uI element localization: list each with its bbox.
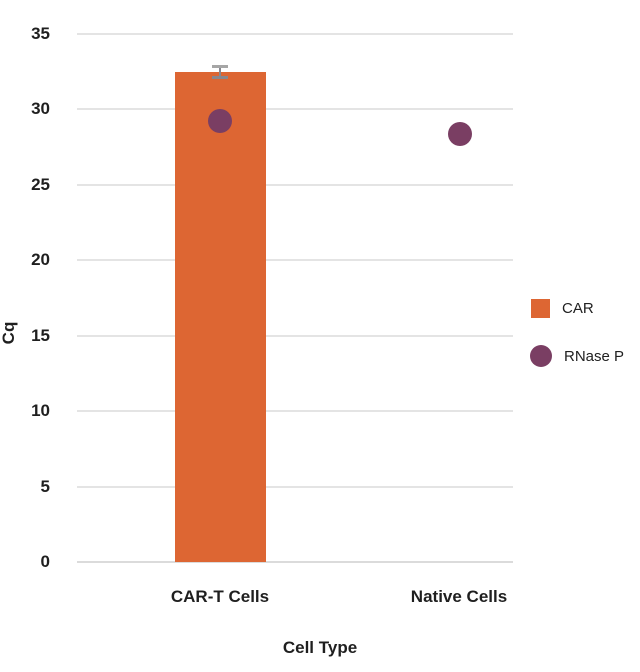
x-axis-title: Cell Type — [282, 638, 358, 657]
y-tick-label: 20 — [31, 250, 50, 270]
legend-label-car: CAR — [562, 300, 594, 317]
car-bar[interactable] — [174, 71, 266, 562]
x-axis-baseline — [77, 561, 513, 563]
gridline — [77, 259, 513, 262]
x-category-label-native-cells: Native Cells — [410, 587, 508, 606]
error-bar-cap — [212, 65, 228, 69]
rnase-p-series-swatch-icon — [530, 345, 552, 367]
gridline — [77, 33, 513, 35]
error-bar-cap — [212, 75, 228, 79]
gridline — [77, 485, 513, 488]
y-tick-label: 10 — [31, 401, 50, 421]
y-axis-title: Cq — [0, 321, 18, 345]
gridline — [77, 410, 513, 413]
y-tick-label: 35 — [31, 24, 50, 43]
gridline — [77, 108, 513, 111]
y-tick-label: 15 — [31, 325, 50, 345]
legend-item-rnase-p: RNase P — [530, 345, 625, 367]
rnase-p-point[interactable] — [448, 121, 472, 146]
y-tick-label: 0 — [40, 552, 50, 571]
legend-label-rnase-p: RNase P — [564, 347, 625, 365]
y-tick-label: 30 — [31, 99, 50, 119]
gridline — [77, 183, 513, 186]
x-category-label-car-t-cells: CAR-T Cells — [170, 587, 270, 606]
car-series-swatch-icon — [531, 299, 550, 318]
error-bar — [219, 66, 221, 77]
rnase-p-point[interactable] — [208, 109, 232, 134]
legend-item-car: CAR — [531, 299, 624, 318]
y-tick-label: 25 — [31, 174, 50, 194]
legend: CAR RNase P — [530, 299, 625, 367]
y-tick-label: 5 — [40, 476, 50, 496]
gridline — [77, 334, 513, 337]
